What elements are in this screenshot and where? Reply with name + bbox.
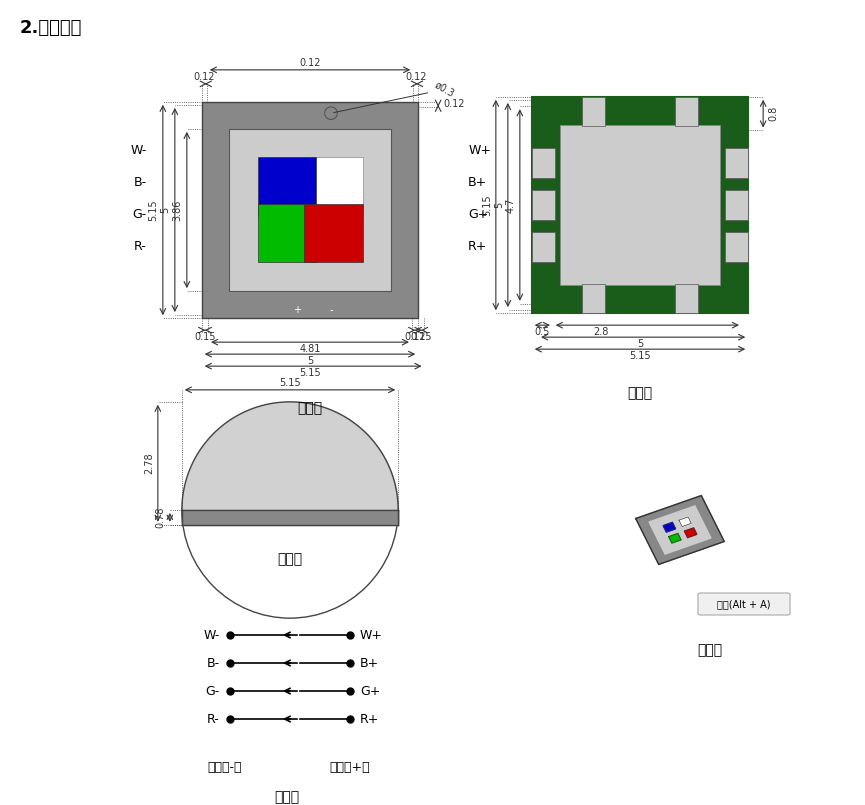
Text: W-: W- [203,629,220,642]
Text: R-: R- [134,240,147,253]
Text: 0.12: 0.12 [299,58,321,68]
Text: 0.78: 0.78 [156,506,166,528]
Text: 5: 5 [494,202,503,208]
Bar [582,283,605,313]
Text: R+: R+ [468,240,488,253]
Text: +: + [293,305,301,315]
Bar [561,126,720,285]
Text: 0.12: 0.12 [194,72,215,82]
Bar [725,233,748,262]
Bar [675,97,698,126]
Text: W+: W+ [468,143,491,156]
Text: 背面图: 背面图 [627,386,652,400]
Bar [258,204,317,262]
Text: 5: 5 [160,207,170,213]
Text: 5.15: 5.15 [299,368,321,378]
Bar [258,158,317,217]
Text: 4.7: 4.7 [506,197,516,213]
Text: -: - [330,305,333,315]
Text: W-: W- [131,143,147,156]
Bar [582,97,605,126]
Text: 0.8: 0.8 [768,106,778,122]
Bar [532,148,555,178]
Text: 正面图: 正面图 [298,401,323,415]
Bar [202,102,418,318]
Bar [229,129,391,291]
Text: 侧面图: 侧面图 [278,553,303,567]
Text: 3.86: 3.86 [172,200,182,221]
Bar [532,233,555,262]
Text: R-: R- [208,712,220,725]
Text: 5: 5 [637,339,643,349]
Bar [725,148,748,178]
Text: 截图(Alt + A): 截图(Alt + A) [717,599,771,609]
Text: 2.8: 2.8 [593,327,609,337]
Text: G+: G+ [468,208,489,221]
Bar [532,97,748,313]
Text: 0.12: 0.12 [405,72,426,82]
Text: 5.15: 5.15 [148,199,157,221]
Text: 2.规格尺寸: 2.规格尺寸 [20,19,82,37]
Text: G-: G- [206,684,220,697]
Text: 5.15: 5.15 [482,194,492,216]
Text: 4.81: 4.81 [299,345,321,354]
Polygon shape [684,528,697,538]
Text: B-: B- [207,657,220,670]
Bar [304,158,362,217]
Polygon shape [669,534,681,543]
Text: 负极（-）: 负极（-） [208,761,242,774]
Text: B+: B+ [468,175,487,188]
Polygon shape [636,496,724,564]
Text: 电路图: 电路图 [274,790,299,804]
Text: 0.5: 0.5 [535,327,550,337]
FancyBboxPatch shape [698,593,790,615]
Text: 5: 5 [307,356,313,366]
Bar [304,204,362,262]
Text: 正极（+）: 正极（+） [330,761,370,774]
Text: ø0.3: ø0.3 [334,80,457,113]
Text: G-: G- [132,208,147,221]
Text: R+: R+ [360,712,380,725]
Polygon shape [649,506,711,554]
Bar [182,510,398,523]
Text: G+: G+ [360,684,381,697]
Text: 0.15: 0.15 [195,332,215,342]
Polygon shape [679,517,691,526]
Text: W+: W+ [360,629,383,642]
Bar [725,190,748,220]
Bar [532,190,555,220]
Text: 2.78: 2.78 [144,452,154,474]
Text: B-: B- [134,175,147,188]
Text: 0.12: 0.12 [443,99,465,109]
Polygon shape [663,522,676,532]
Bar [675,283,698,313]
Text: 透视图: 透视图 [697,643,722,657]
Text: 0.15: 0.15 [411,332,432,342]
Text: 5.15: 5.15 [279,378,301,388]
Text: 0.12: 0.12 [405,332,426,342]
Text: 5.15: 5.15 [629,351,650,361]
Text: B+: B+ [360,657,379,670]
